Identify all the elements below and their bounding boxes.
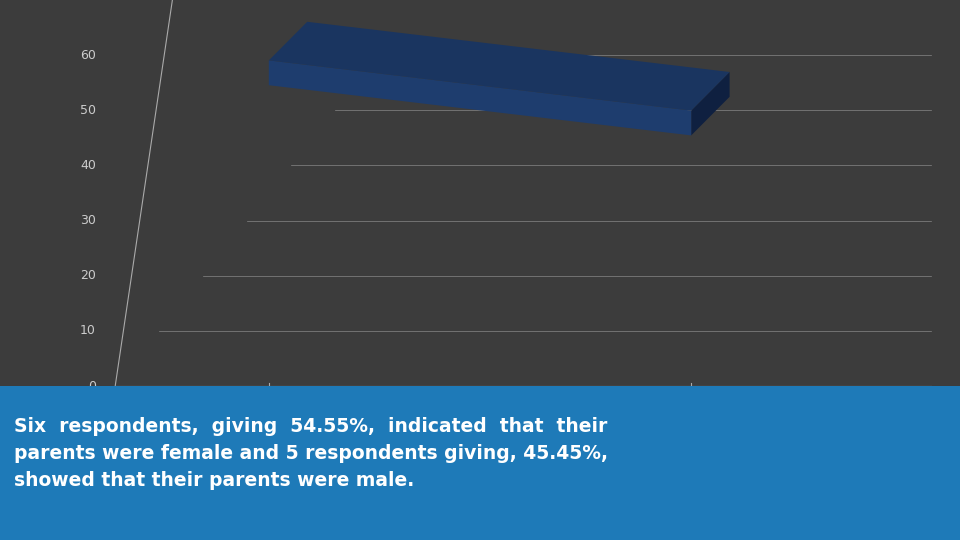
Text: 60: 60 — [80, 49, 96, 62]
Text: 20: 20 — [80, 269, 96, 282]
Text: 0: 0 — [88, 380, 96, 393]
Polygon shape — [269, 22, 730, 111]
Text: 40: 40 — [80, 159, 96, 172]
Text: 30: 30 — [80, 214, 96, 227]
Text: Female: Female — [232, 411, 305, 429]
Text: Male: Male — [667, 411, 715, 429]
Text: Six  respondents,  giving  54.55%,  indicated  that  their
parents were female a: Six respondents, giving 54.55%, indicate… — [14, 417, 609, 490]
Text: 10: 10 — [80, 325, 96, 338]
Polygon shape — [269, 60, 691, 136]
Polygon shape — [691, 72, 730, 136]
Text: 50: 50 — [80, 104, 96, 117]
